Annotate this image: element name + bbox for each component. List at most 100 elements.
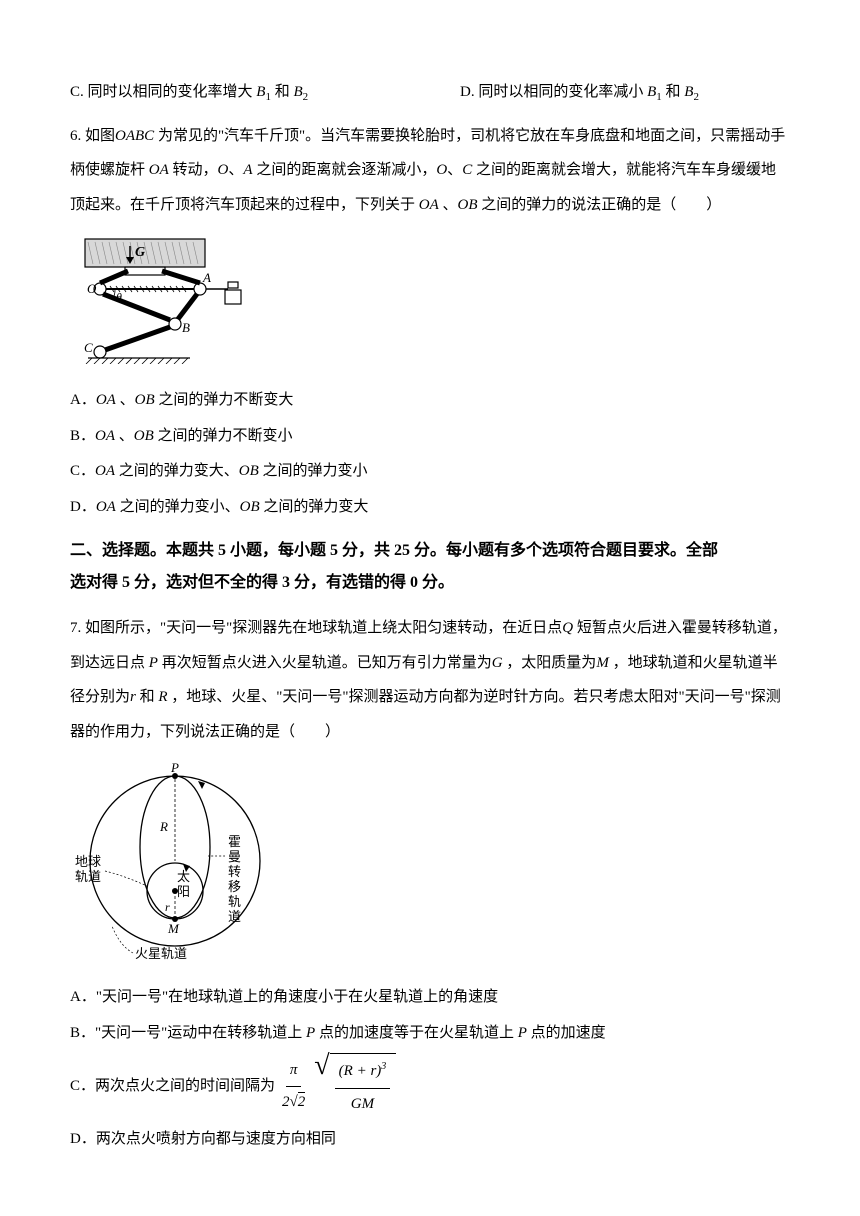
text-segment: 和 <box>136 689 159 705</box>
q6-text: 6. 如图OABC 为常见的"汽车千斤顶"。当汽车需要换轮胎时，司机将它放在车身… <box>70 119 790 223</box>
q6-diagram: G O A θ B C <box>70 234 790 369</box>
var-r-cap: R <box>158 689 167 705</box>
ground-hatching <box>86 358 188 364</box>
option-text: 点的加速度 <box>527 1025 606 1041</box>
ob-bar <box>103 294 170 320</box>
var-oabc: OABC <box>115 128 154 144</box>
option-text: 两次点火之间的时间间隔为 <box>95 1071 275 1103</box>
var-oa: OA <box>96 499 116 515</box>
q6-option-c: C．OA 之间的弹力变大、OB 之间的弹力变小 <box>70 456 790 488</box>
text-segment: 之间的距离就会逐渐减小， <box>253 162 437 178</box>
text-segment: 之间的弹力的说法正确的是（ ） <box>478 197 722 213</box>
sub-1: 1 <box>656 91 662 103</box>
and-text: 和 <box>666 84 685 100</box>
text-segment: 再次短暂点火进入火星轨道。已知万有引力常量为 <box>158 655 492 671</box>
option-label: B． <box>70 1025 95 1041</box>
a-top-bar <box>162 271 200 283</box>
var-b1: B <box>647 84 656 100</box>
earth-orbit-label-2: 轨道 <box>75 869 101 884</box>
section-title-line2: 选对得 5 分，选对但不全的得 3 分，有选错的得 0 分。 <box>70 567 790 599</box>
var-ob: OB <box>239 463 259 479</box>
hohmann-label-1: 霍 <box>228 834 241 849</box>
var-c: C <box>462 162 472 178</box>
q7-text: 7. 如图所示，"天问一号"探测器先在地球轨道上绕太阳匀速转动，在近日点Q 短暂… <box>70 611 790 749</box>
num-pi: π <box>286 1055 302 1088</box>
var-p: P <box>149 655 158 671</box>
section-title-line1: 二、选择题。本题共 5 小题，每小题 5 分，共 25 分。每小题有多个选项符合… <box>70 535 790 567</box>
num-rr3: (R + r)3 <box>335 1056 391 1089</box>
q7-diagram: P M R r 地球 轨道 太 阳 霍 曼 转 移 轨 道 火星轨道 <box>70 761 790 966</box>
question-number: 6. <box>70 128 81 144</box>
sep: 、 <box>439 197 458 213</box>
q7-option-a: A．"天问一号"在地球轨道上的角速度小于在火星轨道上的角速度 <box>70 982 790 1014</box>
option-text: 之间的弹力不断变大 <box>155 392 294 408</box>
den-2sqrt2: 2√2 <box>278 1087 309 1119</box>
mars-arrow <box>198 781 205 789</box>
var-oa: OA <box>96 392 116 408</box>
q7-option-b: B．"天问一号"运动中在转移轨道上 P 点的加速度等于在火星轨道上 P 点的加速… <box>70 1018 790 1050</box>
earth-orbit-label-1: 地球 <box>75 854 101 869</box>
text-segment: 如图所示，"天问一号"探测器先在地球轨道上绕太阳匀速转动，在近日点 <box>81 620 562 636</box>
sun-label-2: 阳 <box>177 884 190 899</box>
c-joint <box>94 346 106 358</box>
option-label: B． <box>70 428 95 444</box>
r-label: r <box>165 900 170 914</box>
var-p: P <box>518 1025 527 1041</box>
option-text: 同时以相同的变化率减小 <box>478 84 643 100</box>
option-text: 之间的弹力变大 <box>260 499 369 515</box>
var-g: G <box>492 655 503 671</box>
option-label: A． <box>70 392 96 408</box>
var-o: O <box>436 162 447 178</box>
frac-pi-2sqrt2: π 2√2 <box>278 1055 309 1119</box>
frac-rr-gm: (R + r)3 GM <box>335 1056 391 1120</box>
handle-box <box>225 290 241 304</box>
var-oa: OA <box>95 463 115 479</box>
and-text: 和 <box>275 84 294 100</box>
p-label: P <box>170 761 179 775</box>
option-text: 之间的弹力变小 <box>259 463 368 479</box>
option-label: C． <box>70 463 95 479</box>
hohmann-label-6: 道 <box>228 909 241 924</box>
option-label: D． <box>70 499 96 515</box>
var-ob: OB <box>134 428 154 444</box>
text-segment: 转动， <box>169 162 218 178</box>
bc-bar <box>105 327 170 350</box>
q7-option-c: C． 两次点火之间的时间间隔为 π 2√2 √ (R + r)3 GM <box>70 1053 790 1120</box>
option-label: A． <box>70 989 96 1005</box>
hohmann-label-2: 曼 <box>228 849 241 864</box>
handle-top <box>228 282 238 288</box>
sub-1: 1 <box>265 91 271 103</box>
hohmann-label-5: 轨 <box>228 894 241 909</box>
option-text: 之间的弹力不断变小 <box>154 428 293 444</box>
var-o: O <box>218 162 229 178</box>
option-label: D. <box>460 84 475 100</box>
hohmann-label-4: 移 <box>228 879 241 894</box>
sun-label-1: 太 <box>177 869 190 884</box>
orbit-diagram-svg: P M R r 地球 轨道 太 阳 霍 曼 转 移 轨 道 火星轨道 <box>70 761 280 961</box>
sep: 、 <box>228 162 243 178</box>
a-label: A <box>202 270 211 285</box>
option-text: "天问一号"运动中在转移轨道上 <box>95 1025 306 1041</box>
q6-option-a: A．OA 、OB 之间的弹力不断变大 <box>70 385 790 417</box>
sqrt-outer: √ (R + r)3 GM <box>314 1053 396 1120</box>
q5-option-c: C. 同时以相同的变化率增大 B1 和 B2 <box>70 80 400 107</box>
q6-option-d: D．OA 之间的弹力变小、OB 之间的弹力变大 <box>70 492 790 524</box>
text-segment: ，地球、火星、"天问一号"探测器运动方向都为逆时针方向。若只考虑太阳对"天问一号… <box>70 689 781 740</box>
mars-orbit-label: 火星轨道 <box>135 946 187 961</box>
o-label: O <box>87 281 97 296</box>
var-oa: OA <box>149 162 169 178</box>
o-top-bar <box>100 271 128 283</box>
var-ob: OB <box>240 499 260 515</box>
r-cap-label: R <box>159 819 168 834</box>
bracket <box>125 267 165 275</box>
q6-option-b: B．OA 、OB 之间的弹力不断变小 <box>70 421 790 453</box>
sep: 、 <box>116 392 135 408</box>
c-label: C <box>84 340 93 355</box>
option-label: C. <box>70 84 84 100</box>
option-text: 之间的弹力变大、 <box>115 463 239 479</box>
jack-diagram-svg: G O A θ B C <box>70 234 260 364</box>
var-oa: OA <box>419 197 439 213</box>
g-label: G <box>135 245 145 260</box>
text-segment: 如图 <box>81 128 115 144</box>
var-p: P <box>306 1025 315 1041</box>
